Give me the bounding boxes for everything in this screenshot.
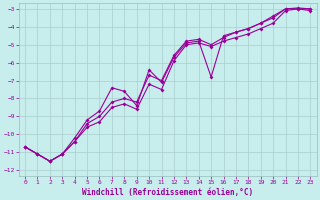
X-axis label: Windchill (Refroidissement éolien,°C): Windchill (Refroidissement éolien,°C) <box>82 188 253 197</box>
